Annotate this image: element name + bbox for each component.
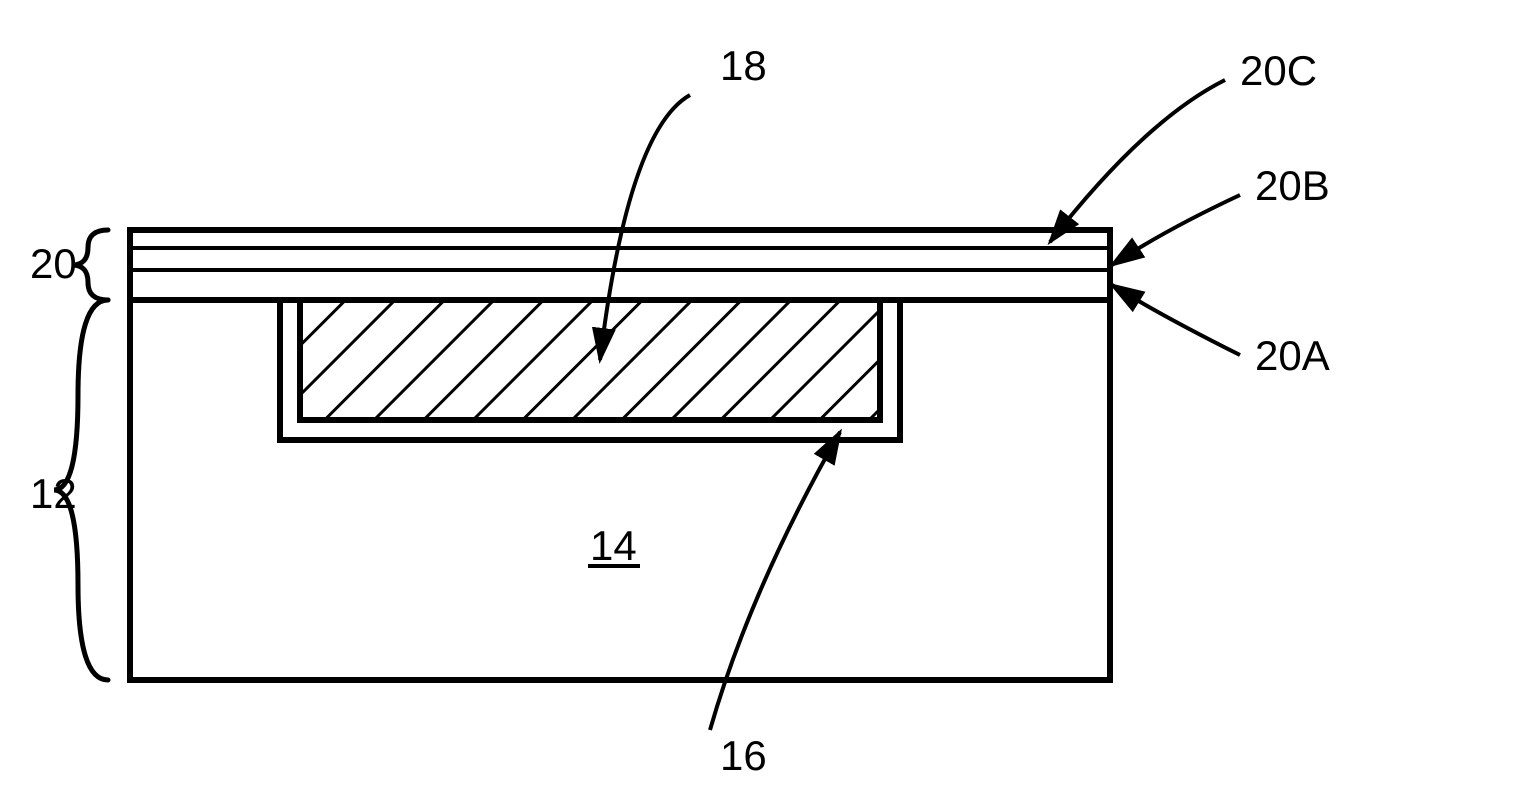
label-16: 16: [720, 732, 767, 779]
label-14: 14: [590, 522, 637, 569]
label-20A: 20A: [1255, 332, 1330, 379]
label-18: 18: [720, 42, 767, 89]
label-20: 20: [30, 240, 77, 287]
label-12: 12: [30, 470, 77, 517]
label-20B: 20B: [1255, 162, 1330, 209]
label-20C: 20C: [1240, 47, 1317, 94]
